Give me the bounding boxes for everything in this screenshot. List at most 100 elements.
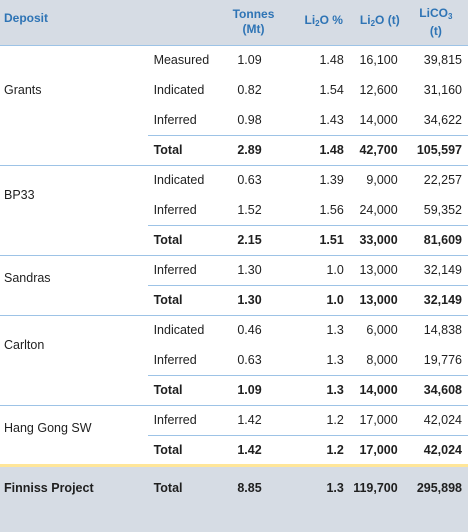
tonnes-cell: 1.09 bbox=[221, 374, 286, 405]
category-cell: Inferred bbox=[153, 352, 197, 367]
grand-total-row: Finniss Project Total 8.85 1.3 119,700 2… bbox=[0, 463, 468, 509]
table-row: Inferred 0.63 1.3 8,000 19,776 bbox=[0, 345, 468, 375]
table-row: Grants Measured 1.09 1.48 16,100 39,815 bbox=[0, 44, 468, 135]
li2o-t-cell: 17,000 bbox=[347, 404, 404, 435]
li2o-pct-cell: 1.56 bbox=[319, 202, 344, 217]
table-row: BP33 Indicated 0.63 1.39 9,000 22,257 bbox=[0, 164, 468, 225]
lico3-cell: 14,838 bbox=[403, 314, 468, 345]
li2o-t-cell: 24,000 bbox=[359, 202, 398, 217]
tonnes-cell: 0.98 bbox=[237, 112, 262, 127]
lico3-cell: 59,352 bbox=[423, 202, 462, 217]
header-row: Deposit Tonnes (Mt) Li2O % Li2O (t) LiCO3… bbox=[0, 0, 468, 45]
table-row: Inferred 0.98 1.43 14,000 34,622 bbox=[0, 105, 468, 135]
category-cell: Inferred bbox=[147, 404, 222, 435]
table-row: Inferred 1.52 1.56 24,000 59,352 bbox=[0, 195, 468, 225]
empty-cell bbox=[0, 135, 148, 165]
tonnes-cell: 2.15 bbox=[221, 224, 286, 255]
header-lico3: LiCO3 (t) bbox=[419, 5, 453, 38]
category-cell: Total bbox=[147, 284, 222, 315]
category-cell: Measured bbox=[147, 44, 222, 75]
category-cell: Inferred bbox=[153, 202, 197, 217]
tonnes-cell: 2.89 bbox=[221, 134, 286, 165]
li2o-pct-cell: 1.0 bbox=[285, 254, 348, 285]
subtotal-row: Total 2.15 1.51 33,000 81,609 bbox=[0, 224, 468, 255]
li2o-t-cell: 8,000 bbox=[366, 352, 398, 367]
tonnes-cell: 1.30 bbox=[221, 254, 286, 285]
category-cell: Inferred bbox=[147, 254, 222, 285]
lico3-cell: 39,815 bbox=[403, 44, 468, 75]
footer-band bbox=[0, 509, 468, 532]
header-li2o-t: Li2O (t) bbox=[359, 13, 400, 29]
li2o-pct-cell: 1.48 bbox=[285, 44, 348, 75]
category-cell: Indicated bbox=[153, 83, 205, 97]
empty-cell bbox=[0, 375, 148, 405]
tonnes-cell: 1.30 bbox=[221, 284, 286, 315]
lico3-cell: 42,024 bbox=[403, 404, 468, 435]
deposit-name: Hang Gong SW bbox=[0, 404, 148, 435]
li2o-pct-cell: 1.54 bbox=[319, 83, 344, 97]
tonnes-cell: 1.42 bbox=[221, 404, 286, 435]
li2o-pct-cell: 1.48 bbox=[285, 134, 348, 165]
category-cell: Total bbox=[147, 463, 222, 509]
table-row: Indicated 0.82 1.54 12,600 31,160 bbox=[0, 75, 468, 105]
lico3-cell: 19,776 bbox=[423, 352, 462, 367]
li2o-pct-cell: 1.0 bbox=[285, 284, 348, 315]
li2o-pct-cell: 1.3 bbox=[285, 463, 348, 509]
table-row: Carlton Indicated 0.46 1.3 6,000 14,838 bbox=[0, 314, 468, 375]
category-cell: Indicated bbox=[147, 314, 222, 345]
li2o-pct-cell: 1.3 bbox=[285, 374, 348, 405]
lico3-cell: 34,622 bbox=[423, 112, 462, 127]
lico3-cell: 32,149 bbox=[403, 284, 468, 315]
deposit-name: Sandras bbox=[0, 254, 148, 285]
li2o-t-cell: 13,000 bbox=[347, 284, 404, 315]
tonnes-cell: 1.42 bbox=[221, 434, 286, 465]
li2o-pct-cell: 1.43 bbox=[319, 112, 344, 127]
table-row: Hang Gong SW Inferred 1.42 1.2 17,000 42… bbox=[0, 404, 468, 435]
li2o-t-cell: 12,600 bbox=[359, 83, 398, 97]
tonnes-cell: 0.46 bbox=[221, 314, 286, 345]
category-cell: Indicated bbox=[147, 164, 222, 195]
li2o-t-cell: 16,100 bbox=[347, 44, 404, 75]
empty-cell bbox=[0, 285, 148, 315]
header-li2o-pct: Li2O % bbox=[304, 13, 343, 29]
li2o-t-cell: 14,000 bbox=[347, 374, 404, 405]
subtotal-row: Total 1.42 1.2 17,000 42,024 bbox=[0, 434, 468, 465]
lico3-cell: 42,024 bbox=[403, 434, 468, 465]
li2o-t-cell: 33,000 bbox=[347, 224, 404, 255]
li2o-t-cell: 14,000 bbox=[359, 112, 398, 127]
deposit-name: Grants bbox=[0, 44, 148, 135]
li2o-t-cell: 13,000 bbox=[347, 254, 404, 285]
li2o-pct-cell: 1.3 bbox=[326, 352, 344, 367]
deposit-name: Carlton bbox=[0, 314, 148, 375]
table-row: Sandras Inferred 1.30 1.0 13,000 32,149 bbox=[0, 254, 468, 285]
subtotal-row: Total 1.09 1.3 14,000 34,608 bbox=[0, 374, 468, 405]
li2o-pct-cell: 1.2 bbox=[285, 404, 348, 435]
li2o-t-cell: 6,000 bbox=[347, 314, 404, 345]
project-name: Finniss Project bbox=[0, 463, 148, 509]
category-cell: Inferred bbox=[153, 112, 197, 127]
header-tonnes: Tonnes (Mt) bbox=[232, 7, 275, 37]
table-body: Grants Measured 1.09 1.48 16,100 39,815 … bbox=[0, 44, 468, 532]
lico3-cell: 81,609 bbox=[403, 224, 468, 255]
li2o-pct-cell: 1.51 bbox=[285, 224, 348, 255]
lico3-cell: 34,608 bbox=[403, 374, 468, 405]
lico3-cell: 105,597 bbox=[403, 134, 468, 165]
empty-cell bbox=[0, 435, 148, 465]
category-cell: Total bbox=[147, 374, 222, 405]
header-category bbox=[148, 0, 222, 45]
subtotal-row: Total 2.89 1.48 42,700 105,597 bbox=[0, 134, 468, 165]
li2o-t-cell: 42,700 bbox=[347, 134, 404, 165]
category-cell: Total bbox=[147, 434, 222, 465]
tonnes-cell: 8.85 bbox=[221, 463, 286, 509]
li2o-t-cell: 119,700 bbox=[347, 463, 404, 509]
subtotal-row: Total 1.30 1.0 13,000 32,149 bbox=[0, 284, 468, 315]
li2o-t-cell: 17,000 bbox=[347, 434, 404, 465]
category-cell: Total bbox=[147, 134, 222, 165]
header-deposit: Deposit bbox=[4, 11, 49, 25]
tonnes-cell: 0.82 bbox=[237, 83, 262, 97]
tonnes-cell: 1.09 bbox=[221, 44, 286, 75]
deposit-name: BP33 bbox=[0, 164, 148, 225]
category-cell: Total bbox=[147, 224, 222, 255]
